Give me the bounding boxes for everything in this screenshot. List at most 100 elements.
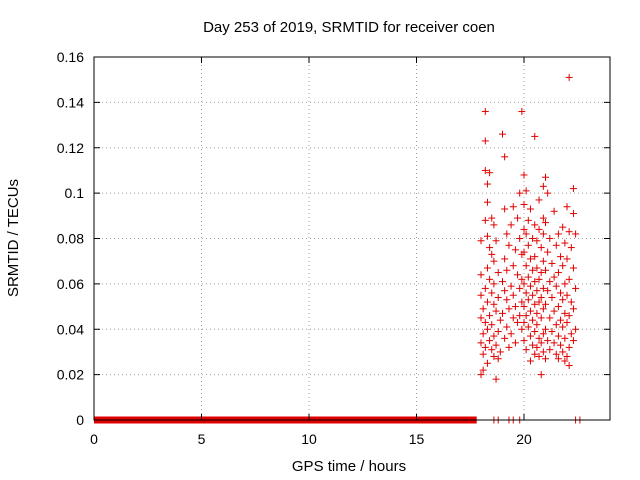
data-point	[526, 255, 534, 263]
data-point	[531, 278, 539, 286]
data-point	[559, 323, 567, 331]
data-point	[526, 307, 534, 315]
data-point	[548, 259, 556, 267]
data-point	[552, 321, 560, 329]
data-point	[554, 230, 562, 238]
data-point	[567, 330, 575, 338]
y-tick-label: 0.14	[57, 94, 84, 110]
data-point	[524, 323, 532, 331]
x-tick-label: 0	[90, 431, 98, 447]
data-point	[505, 241, 513, 249]
data-point	[503, 296, 511, 304]
y-axis-title: SRMTID / TECUs	[5, 179, 22, 297]
data-point	[539, 284, 547, 292]
data-point	[537, 314, 545, 322]
data-point	[503, 230, 511, 238]
data-point	[518, 107, 526, 115]
data-point	[565, 275, 573, 283]
data-point	[524, 241, 532, 249]
data-point	[535, 225, 543, 233]
data-point	[557, 316, 565, 324]
y-tick-label: 0.02	[57, 367, 84, 383]
y-tick-label: 0.08	[57, 231, 84, 247]
data-point	[554, 269, 562, 277]
data-point	[542, 219, 549, 227]
data-point	[477, 271, 485, 279]
data-point	[492, 237, 500, 245]
data-point	[563, 318, 571, 326]
data-point	[554, 355, 562, 363]
data-point	[567, 244, 575, 252]
data-point	[494, 328, 502, 336]
data-point	[569, 337, 577, 345]
data-point	[490, 221, 498, 229]
data-point	[535, 196, 543, 204]
data-point	[552, 350, 560, 358]
data-point	[539, 330, 547, 338]
data-point	[492, 307, 500, 315]
data-point	[520, 318, 528, 326]
y-tick-label: 0	[76, 412, 84, 428]
y-tick-label: 0.06	[57, 276, 84, 292]
data-point	[565, 343, 573, 351]
data-point	[554, 332, 562, 340]
data-point	[535, 352, 543, 360]
x-tick-label: 10	[301, 431, 317, 447]
data-point	[548, 328, 556, 336]
data-point	[533, 287, 541, 295]
data-point	[526, 282, 534, 290]
data-point	[539, 182, 547, 190]
data-point	[492, 375, 500, 383]
data-point	[494, 355, 502, 363]
x-tick-labels: 0 5 10 15 20	[90, 431, 532, 447]
data-point	[503, 266, 511, 274]
data-point	[529, 341, 537, 349]
data-point	[544, 189, 552, 197]
data-point	[542, 173, 549, 181]
data-point	[544, 248, 552, 256]
data-point	[539, 230, 547, 238]
data-point	[488, 214, 496, 222]
data-point	[539, 305, 547, 313]
data-point	[501, 255, 509, 263]
data-point	[559, 262, 567, 270]
data-point	[483, 359, 491, 367]
data-point	[548, 293, 556, 301]
data-point	[544, 287, 552, 295]
data-point	[535, 334, 543, 342]
data-point	[479, 366, 487, 374]
data-point	[542, 300, 549, 308]
data-point	[477, 314, 485, 322]
data-point	[490, 280, 498, 288]
data-point	[563, 352, 571, 360]
data-point	[572, 284, 580, 292]
data-point	[520, 337, 528, 345]
data-point	[537, 244, 545, 252]
data-point	[561, 280, 569, 288]
data-point	[552, 282, 560, 290]
data-point	[565, 228, 573, 236]
data-point	[501, 287, 509, 295]
data-point	[483, 298, 491, 306]
data-point	[559, 348, 567, 356]
data-point	[539, 257, 547, 265]
data-point	[533, 321, 541, 329]
data-point	[511, 246, 519, 254]
data-point	[477, 339, 485, 347]
data-point	[522, 289, 530, 297]
data-point	[572, 230, 580, 238]
data-point	[509, 203, 517, 211]
data-point	[546, 235, 554, 242]
data-point	[520, 303, 528, 311]
data-point	[531, 221, 539, 229]
data-point	[524, 216, 532, 224]
data-point	[477, 237, 485, 245]
data-point	[490, 300, 498, 308]
data-point	[557, 341, 565, 349]
data-point	[531, 350, 539, 358]
y-tick-label: 0.16	[57, 49, 84, 65]
data-point	[565, 73, 573, 81]
data-point	[542, 355, 549, 363]
data-point	[522, 187, 530, 195]
data-point	[557, 253, 565, 261]
